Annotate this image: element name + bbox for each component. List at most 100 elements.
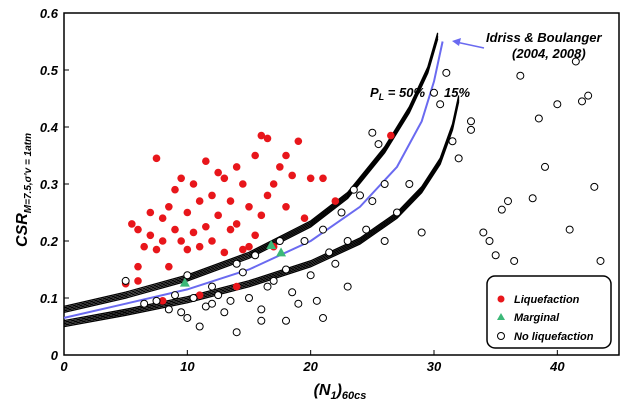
point-liquefaction	[165, 262, 173, 271]
point-liquefaction	[251, 151, 259, 160]
y-tick-label: 0.6	[40, 6, 59, 21]
point-liquefaction	[152, 154, 161, 163]
y-tick-label: 0.1	[40, 291, 58, 306]
source-label-line2: (2004, 2008)	[512, 46, 586, 61]
point-liquefaction	[251, 231, 259, 240]
point-liquefaction	[319, 174, 327, 183]
data-points	[121, 57, 605, 337]
point-no-liquefaction	[571, 57, 580, 66]
point-liquefaction	[239, 245, 247, 254]
point-liquefaction	[158, 214, 167, 222]
point-no-liquefaction	[183, 313, 192, 322]
point-liquefaction	[300, 214, 309, 222]
point-no-liquefaction	[288, 288, 297, 297]
point-liquefaction	[195, 291, 204, 299]
point-no-liquefaction	[430, 88, 438, 97]
point-liquefaction	[214, 168, 222, 177]
point-liquefaction	[232, 163, 241, 171]
point-no-liquefaction	[368, 197, 377, 206]
y-tick-label: 0	[51, 348, 59, 363]
point-liquefaction	[276, 163, 284, 171]
point-no-liquefaction	[152, 296, 161, 305]
point-no-liquefaction	[380, 237, 389, 245]
point-no-liquefaction	[208, 282, 216, 291]
point-liquefaction	[152, 245, 161, 254]
point-liquefaction	[220, 248, 229, 257]
point-no-liquefaction	[171, 291, 179, 300]
point-no-liquefaction	[331, 259, 340, 268]
y-tick-label: 0.4	[40, 120, 59, 135]
point-liquefaction	[226, 225, 235, 234]
point-liquefaction	[306, 174, 315, 183]
point-liquefaction	[189, 180, 198, 188]
source-arrowhead	[452, 38, 461, 46]
x-axis-label: (N1)60cs	[314, 382, 367, 402]
point-no-liquefaction	[479, 228, 488, 237]
point-liquefaction	[202, 222, 210, 231]
point-no-liquefaction	[467, 117, 475, 126]
point-liquefaction	[158, 237, 167, 245]
point-liquefaction	[177, 237, 185, 245]
point-no-liquefaction	[417, 228, 426, 237]
y-tick-label: 0.2	[40, 234, 59, 249]
point-no-liquefaction	[362, 225, 371, 234]
point-no-liquefaction	[226, 296, 235, 305]
point-liquefaction	[220, 174, 229, 183]
point-liquefaction	[245, 203, 253, 211]
point-no-liquefaction	[177, 308, 186, 317]
point-liquefaction	[146, 208, 155, 217]
point-liquefaction	[232, 282, 241, 291]
point-no-liquefaction	[596, 256, 605, 265]
point-no-liquefaction	[590, 182, 599, 191]
point-no-liquefaction	[516, 71, 525, 80]
point-liquefaction	[257, 131, 266, 140]
x-tick-label: 30	[427, 359, 442, 374]
point-no-liquefaction	[257, 316, 266, 325]
point-no-liquefaction	[183, 271, 192, 280]
point-liquefaction	[183, 208, 192, 217]
x-axis: 0 10 20 30 40	[60, 350, 565, 374]
point-liquefaction	[263, 134, 272, 143]
point-no-liquefaction	[356, 191, 364, 200]
point-no-liquefaction	[491, 251, 500, 260]
point-no-liquefaction	[263, 282, 272, 291]
point-no-liquefaction	[448, 137, 457, 146]
point-no-liquefaction	[306, 271, 315, 280]
x-tick-label: 40	[549, 359, 565, 374]
y-axis-label: CSRM=7.5,σ'v = 1atm	[14, 133, 34, 247]
point-no-liquefaction	[565, 225, 574, 234]
point-liquefaction	[257, 211, 266, 220]
point-no-liquefaction	[121, 276, 130, 285]
point-liquefaction	[202, 157, 210, 165]
legend-liquefaction-marker	[497, 295, 505, 303]
x-tick-label: 20	[302, 359, 318, 374]
point-no-liquefaction	[584, 91, 593, 100]
point-liquefaction	[171, 225, 179, 234]
point-liquefaction	[134, 225, 142, 234]
legend: Liquefaction Marginal No liquefaction	[486, 275, 612, 349]
point-no-liquefaction	[164, 305, 173, 314]
point-liquefaction	[195, 242, 204, 251]
point-no-liquefaction	[282, 265, 290, 274]
trend-curves	[63, 32, 460, 328]
x-tick-label: 10	[180, 359, 195, 374]
point-liquefaction	[158, 297, 167, 305]
point-liquefaction	[183, 245, 192, 254]
source-arrow	[455, 41, 485, 49]
point-no-liquefaction	[337, 208, 346, 217]
point-liquefaction	[282, 151, 290, 160]
point-liquefaction	[128, 220, 136, 228]
point-no-liquefaction	[189, 294, 198, 302]
point-no-liquefaction	[232, 328, 241, 337]
point-marginal	[276, 247, 287, 257]
pl50-curve	[63, 38, 439, 314]
point-no-liquefaction	[436, 100, 445, 109]
x-tick-label: 0	[60, 359, 68, 374]
y-tick-label: 0.5	[40, 63, 59, 78]
point-no-liquefaction	[368, 128, 377, 137]
point-no-liquefaction	[245, 294, 253, 302]
point-no-liquefaction	[467, 125, 475, 134]
point-no-liquefaction	[140, 299, 149, 308]
point-no-liquefaction	[251, 251, 260, 260]
point-marginal	[179, 277, 190, 287]
